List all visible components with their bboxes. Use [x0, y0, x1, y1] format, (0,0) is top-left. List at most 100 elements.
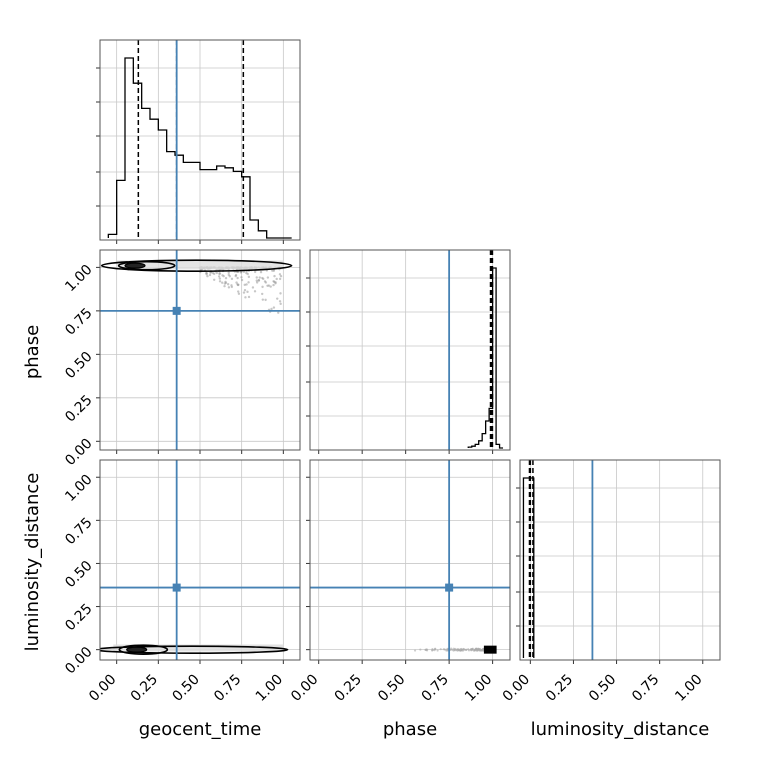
x-tick-label: 1.00 — [253, 672, 286, 705]
x-tick-label: 0.25 — [128, 672, 161, 705]
histogram-step — [467, 267, 504, 449]
ylabel-luminosity-distance: luminosity_distance — [22, 473, 43, 652]
sample-point — [261, 298, 265, 301]
sample-point — [465, 648, 468, 651]
x-tick-label: 1.00 — [462, 672, 495, 705]
contour-outer — [100, 645, 289, 654]
sample-point — [206, 274, 209, 278]
sample-point — [217, 275, 221, 278]
sample-point — [279, 292, 282, 295]
sample-point — [278, 273, 282, 276]
sample-point — [237, 292, 241, 295]
sample-point — [257, 279, 261, 282]
y-tick-label: 0.25 — [62, 601, 95, 634]
x-tick-label: 0.00 — [500, 672, 533, 705]
sample-point — [253, 290, 257, 293]
sample-point — [450, 647, 453, 650]
density-geocent_time-luminosity_distance — [100, 460, 300, 660]
sample-point — [479, 649, 483, 652]
sample-point — [264, 298, 267, 302]
sample-point — [277, 311, 280, 314]
sample-point — [247, 275, 251, 279]
xlabel-phase: phase — [383, 719, 437, 740]
injection-marker — [172, 583, 181, 592]
sample-point — [215, 271, 218, 275]
sample-point — [224, 281, 228, 285]
sample-point — [227, 273, 230, 277]
ylabel-phase: phase — [22, 325, 43, 379]
sample-point — [246, 272, 249, 276]
sample-point — [258, 276, 261, 279]
sample-point — [445, 649, 448, 652]
contour-outer — [100, 259, 293, 272]
contour-mid — [117, 260, 176, 271]
sample-point — [235, 281, 238, 284]
sample-point — [227, 286, 231, 289]
sample-point — [255, 279, 258, 282]
sample-point — [237, 283, 240, 286]
sample-point — [475, 649, 479, 652]
sample-point — [457, 648, 460, 652]
y-tick-label: 0.25 — [62, 392, 95, 425]
sample-point — [259, 270, 263, 274]
sample-point — [205, 271, 208, 275]
contour-inner — [126, 646, 148, 653]
sample-point — [274, 282, 277, 285]
sample-point — [221, 274, 224, 277]
sample-point — [230, 284, 233, 287]
sample-point — [272, 280, 275, 283]
sample-point — [434, 648, 437, 651]
sample-point — [439, 648, 442, 651]
sample-point — [425, 649, 429, 652]
sample-point — [266, 276, 270, 279]
x-tick-label: 0.75 — [211, 672, 244, 705]
sample-point — [255, 281, 259, 284]
sample-point — [263, 280, 267, 283]
panel-frame — [309, 459, 511, 661]
sample-point — [261, 292, 264, 296]
xlabel-luminosity-distance: luminosity_distance — [531, 719, 710, 740]
panel-frame — [519, 459, 721, 661]
sample-point — [227, 271, 230, 274]
sample-point — [234, 274, 237, 278]
histogram-geocent_time — [107, 40, 292, 240]
x-tick-label: 0.75 — [629, 672, 662, 705]
sample-point — [269, 285, 272, 288]
x-tick-label: 1.00 — [672, 672, 705, 705]
sample-point — [224, 276, 228, 280]
sample-point — [436, 649, 439, 652]
sample-point — [251, 286, 255, 289]
sample-point — [244, 296, 247, 299]
sample-point — [266, 284, 269, 287]
sample-point — [212, 272, 216, 276]
sample-point — [242, 291, 246, 294]
sample-point — [272, 283, 275, 287]
y-tick-label: 0.00 — [62, 436, 95, 469]
x-tick-label: 0.75 — [419, 672, 452, 705]
sample-point — [247, 295, 251, 299]
sample-point — [245, 283, 248, 286]
sample-point — [413, 649, 417, 652]
sample-point — [255, 276, 258, 279]
sample-point — [278, 277, 282, 281]
sample-point — [230, 277, 234, 281]
sample-point — [246, 290, 249, 294]
contour-mid — [118, 644, 169, 655]
sample-point — [452, 649, 455, 652]
y-tick-label: 0.00 — [62, 644, 95, 677]
sample-point — [240, 276, 243, 279]
x-tick-label: 0.25 — [332, 672, 365, 705]
sample-point — [270, 307, 273, 311]
panel-frame — [99, 459, 301, 661]
sample-point — [467, 648, 470, 651]
x-tick-label: 0.50 — [586, 672, 619, 705]
sample-point — [226, 283, 230, 286]
sample-point — [218, 280, 222, 283]
sample-point — [279, 302, 282, 306]
sample-point — [243, 283, 246, 287]
sample-point — [218, 272, 222, 275]
sample-point — [273, 274, 276, 278]
density-peak — [483, 645, 497, 654]
contour-inner — [124, 262, 146, 269]
